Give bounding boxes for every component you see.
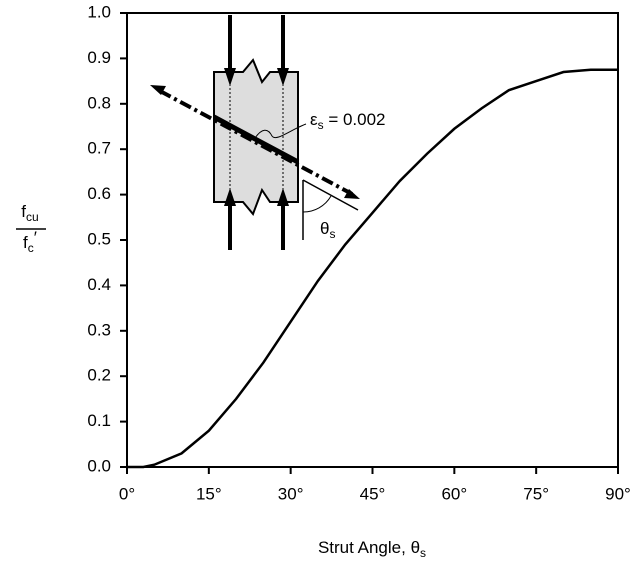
angle-annotation: θs — [320, 219, 335, 241]
arrowhead — [277, 68, 289, 86]
angle-arc — [302, 195, 332, 213]
x-axis-label: Strut Angle, θs — [318, 538, 426, 560]
y-tick-label: 0.1 — [87, 411, 111, 430]
y-tick-label: 0.3 — [87, 320, 111, 339]
y-tick-label: 0.7 — [87, 139, 111, 158]
strain-segment — [212, 114, 300, 165]
x-tick-label: 60° — [441, 484, 467, 503]
y-tick-label: 0.0 — [87, 456, 111, 475]
arrowhead — [344, 189, 360, 199]
y-tick-label: 0.9 — [87, 48, 111, 67]
x-tick-label: 30° — [278, 484, 304, 503]
y-tick-label: 0.8 — [87, 93, 111, 112]
strain-axis — [159, 89, 353, 196]
y-tick-label: 0.2 — [87, 366, 111, 385]
plot-frame — [126, 12, 619, 468]
arrowhead — [150, 85, 166, 95]
arrowhead — [224, 68, 236, 86]
x-tick-label: 90° — [605, 484, 631, 503]
arrowhead — [277, 188, 289, 206]
x-tick-label: 75° — [523, 484, 549, 503]
data-line — [127, 68, 618, 469]
y-tick-label: 1.0 — [87, 2, 111, 21]
arrowhead — [224, 188, 236, 206]
y-axis-label: fc′ — [23, 228, 37, 255]
y-axis-label: fcu — [21, 202, 38, 224]
angle-ref — [302, 179, 359, 211]
strain-annotation: εs = 0.002 — [310, 110, 386, 132]
x-tick-label: 15° — [196, 484, 222, 503]
x-tick-label: 0° — [119, 484, 135, 503]
leader-line — [254, 123, 307, 139]
x-tick-label: 45° — [360, 484, 386, 503]
y-tick-label: 0.4 — [87, 275, 111, 294]
inset-diagram — [150, 15, 360, 250]
y-tick-label: 0.5 — [87, 229, 111, 248]
y-tick-label: 0.6 — [87, 184, 111, 203]
